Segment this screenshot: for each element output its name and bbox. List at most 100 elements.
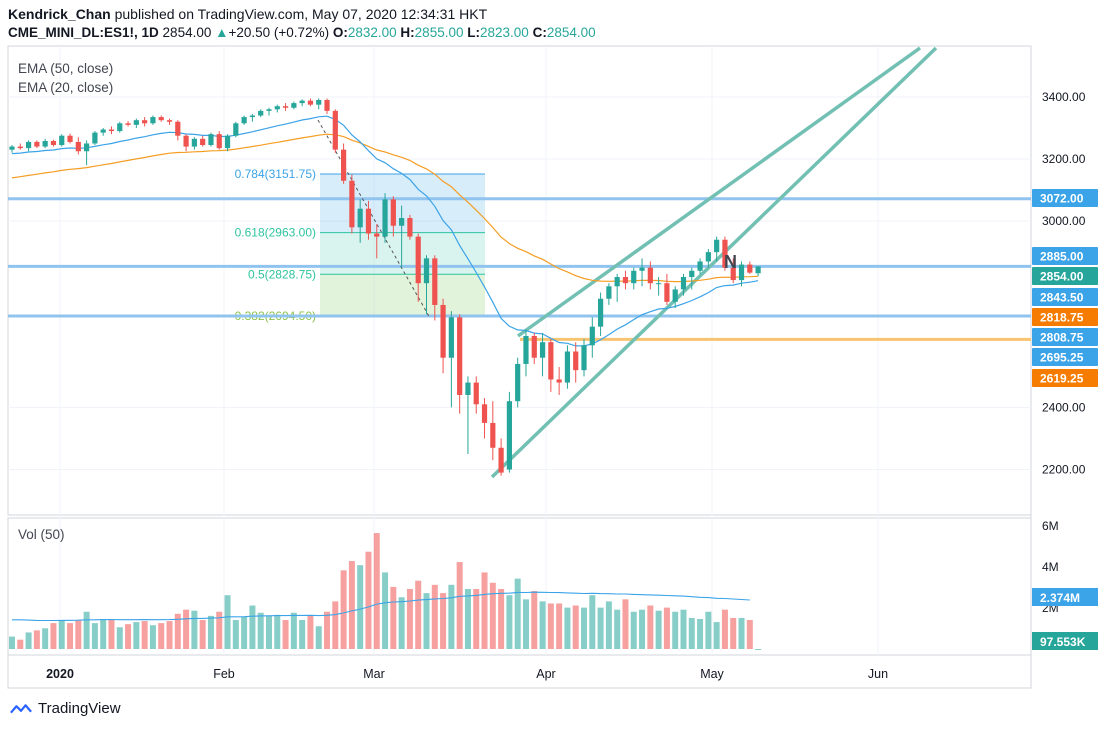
volume-bar <box>473 588 480 649</box>
volume-bar <box>207 615 214 649</box>
price-axis-marker-label: 3072.00 <box>1040 192 1084 206</box>
price-axis-marker <box>1032 247 1098 265</box>
candle-body <box>108 129 115 132</box>
volume-bar <box>299 620 306 649</box>
time-axis-frame <box>7 654 1032 689</box>
price-tick-label: 2200.00 <box>1042 463 1086 477</box>
symbol-line: CME_MINI_DL:ES1!, 1D 2854.00 ▲+20.50 (+0… <box>8 25 596 40</box>
price-axis-marker-label: 2854.00 <box>1040 270 1084 284</box>
price-tick-label: 3400.00 <box>1042 90 1086 104</box>
candle-body <box>382 199 388 237</box>
candle-body <box>9 146 15 150</box>
fib-level-label: 0.618(2963.00) <box>235 226 316 240</box>
price-axis-marker <box>1032 288 1098 306</box>
time-tick-label: 2020 <box>46 667 74 681</box>
candle-body <box>59 135 65 146</box>
tradingview-logo-icon <box>10 703 32 713</box>
candle-body <box>672 289 678 302</box>
volume-bar <box>605 601 612 649</box>
volume-bar <box>440 593 447 649</box>
volume-bar <box>589 595 596 649</box>
candle-body <box>200 138 206 146</box>
low-label: L: <box>467 25 480 40</box>
volume-bar <box>17 639 24 649</box>
candle-body <box>697 261 703 271</box>
volume-bar <box>415 580 422 649</box>
candle-body <box>34 141 40 147</box>
candle-body <box>282 106 289 108</box>
volume-bar <box>647 605 654 649</box>
volume-bar <box>705 611 712 649</box>
volume-bar <box>108 620 115 649</box>
candle-body <box>241 117 247 124</box>
dashed-drop-line <box>317 119 431 319</box>
volume-bar <box>506 595 513 649</box>
fib-level-label: 0.784(3151.75) <box>235 167 316 181</box>
volume-bar <box>116 627 123 649</box>
volume-tick-label: 4M <box>1042 560 1059 574</box>
high-value: 2855.00 <box>414 25 464 40</box>
candle-body <box>631 270 637 284</box>
candle-body <box>548 342 554 380</box>
volume-bar <box>697 618 704 649</box>
volume-bar <box>282 620 289 649</box>
price-axis-marker <box>1032 267 1098 285</box>
volume-bar <box>315 626 322 649</box>
volume-bar <box>257 612 264 649</box>
author-name[interactable]: Kendrick_Chan <box>8 6 111 22</box>
volume-bar <box>639 609 646 649</box>
candle-body <box>556 379 562 383</box>
candle-body <box>581 345 587 371</box>
candle-body <box>258 110 264 116</box>
candle-body <box>490 422 496 448</box>
volume-bar <box>324 611 331 649</box>
fib-zone-618-500 <box>320 232 485 275</box>
candle-body <box>92 132 98 144</box>
volume-bar <box>332 601 339 649</box>
candle-body <box>473 382 479 405</box>
candle-body <box>349 180 355 228</box>
volume-bar <box>50 623 57 649</box>
volume-bar <box>100 618 107 649</box>
candle-body <box>539 342 546 358</box>
volume-bar <box>348 561 355 649</box>
candle-body <box>680 276 687 290</box>
ema20-line <box>11 115 759 347</box>
tradingview-footer[interactable]: TradingView <box>10 700 121 717</box>
volume-bar <box>274 614 281 649</box>
volume-bar <box>42 628 49 649</box>
time-tick-label: Apr <box>536 667 555 681</box>
candle-body <box>249 115 256 118</box>
low-value: 2823.00 <box>480 25 529 40</box>
volume-bar <box>481 572 488 649</box>
volume-bar <box>75 620 82 649</box>
candle-body <box>166 120 173 122</box>
volume-bar <box>672 611 679 649</box>
volume-bar <box>166 621 173 649</box>
volume-bar <box>721 609 728 649</box>
volume-bar <box>597 607 604 649</box>
candle-body <box>224 135 231 149</box>
symbol-name[interactable]: CME_MINI_DL:ES1!, 1D <box>8 25 159 40</box>
candle-body <box>274 106 280 110</box>
candle-body <box>622 276 629 284</box>
candle-body <box>365 208 372 234</box>
volume-bar <box>581 607 588 649</box>
trend-line-upper <box>516 46 922 338</box>
price-change: +20.50 (+0.72%) <box>228 25 330 40</box>
candle-body <box>42 140 48 147</box>
candle-body <box>125 123 131 125</box>
candle-body <box>50 140 57 146</box>
last-price: 2854.00 <box>162 25 212 40</box>
volume-bar <box>91 623 98 649</box>
price-axis-marker-label: 2619.25 <box>1040 372 1084 386</box>
price-axis-marker <box>1032 189 1098 207</box>
candle-body <box>589 326 595 346</box>
candle-body <box>150 117 156 124</box>
candle-body <box>25 141 32 149</box>
volume-bar <box>464 588 471 649</box>
volume-bar <box>141 621 148 649</box>
candle-body <box>158 117 164 121</box>
change-arrow-icon: ▲ <box>215 25 229 40</box>
